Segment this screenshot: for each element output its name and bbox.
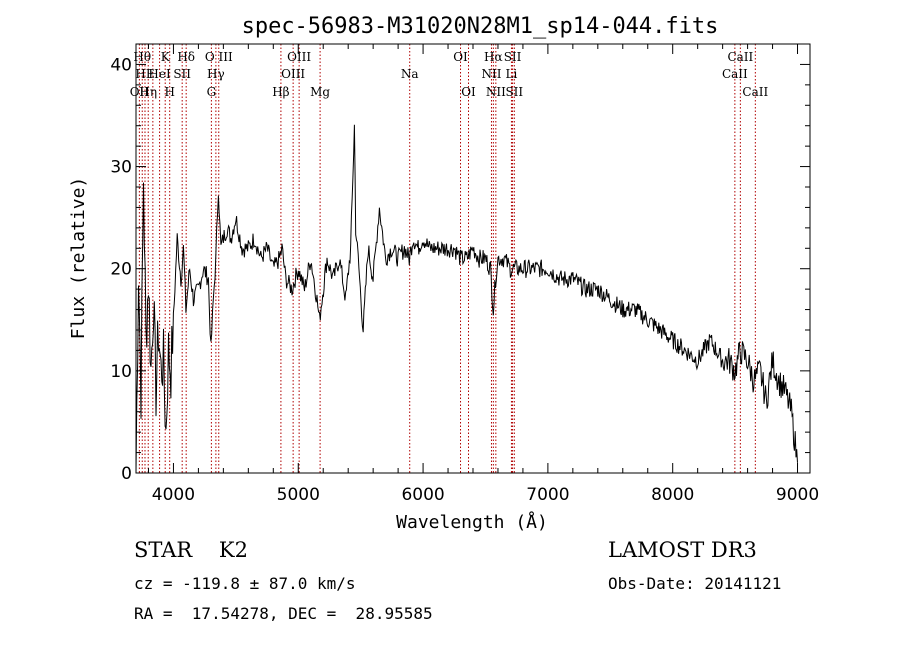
spectral-line-label: Hγ [207, 67, 225, 81]
spectral-line-markers [138, 44, 756, 473]
spectral-line-label: Hδ [177, 50, 195, 64]
x-tick-label: 5000 [277, 485, 320, 505]
x-tick-label: 4000 [152, 485, 195, 505]
spectral-line-label: CaII [727, 50, 753, 64]
spectrum-chart: spec-56983-M31020N28M1_sp14-044.fits OII… [68, 14, 819, 533]
spectral-line-label: OI [461, 85, 476, 99]
coordinates-readout: RA = 17.54278, DEC = 28.95585 [134, 604, 433, 623]
observation-date: Obs-Date: 20141121 [608, 574, 782, 593]
x-axis-ticks: 4000 5000 6000 7000 8000 9000 [147, 44, 819, 505]
y-axis-label: Flux (relative) [68, 177, 89, 340]
spectral-line-label: NII [481, 67, 501, 81]
survey-label: LAMOST DR3 [608, 538, 757, 562]
x-tick-label: 8000 [651, 485, 694, 505]
x-tick-label: 9000 [776, 485, 819, 505]
y-tick-label: 40 [110, 55, 132, 75]
spectral-line-label: Hβ [272, 85, 289, 99]
redshift-readout: cz = -119.8 ± 87.0 km/s [134, 574, 356, 593]
x-axis-label: Wavelength (Å) [396, 511, 548, 533]
spectral-line-label: K [161, 50, 171, 64]
y-axis-ticks: 0 10 20 30 40 [110, 43, 810, 484]
y-tick-label: 0 [121, 464, 132, 484]
spectral-line-label: HE [135, 67, 154, 81]
spectral-line-label: Hα [484, 50, 503, 64]
spectrum-series-line [135, 124, 798, 474]
x-tick-label: 6000 [401, 485, 444, 505]
spectral-line-label: OI [453, 50, 468, 64]
spectral-line-label: SII [173, 67, 191, 81]
spectral-line-label: SII [505, 85, 523, 99]
chart-title: spec-56983-M31020N28M1_sp14-044.fits [242, 14, 719, 39]
plot-frame [135, 43, 811, 474]
spectral-line-label: Li [506, 67, 518, 81]
spectral-line-label: NII [486, 85, 506, 99]
spectral-line-label: SII [504, 50, 522, 64]
spectral-line-label: OIII [287, 50, 311, 64]
spectral-line-label: OII [130, 85, 150, 99]
spectral-line-label: Hη [139, 85, 157, 99]
spectral-line-label: CaII [742, 85, 768, 99]
spectral-line-label: O III [205, 50, 233, 64]
spectral-line-label: Mg [310, 85, 330, 99]
y-tick-label: 10 [110, 362, 132, 382]
spectral-line-label: OIII [281, 67, 305, 81]
spectral-line-label: G [207, 85, 217, 99]
object-class-label: STAR K2 [134, 538, 248, 562]
spectral-line-label: H [164, 85, 174, 99]
spectral-line-label: Hθ [133, 50, 151, 64]
spectral-line-label: Na [401, 67, 419, 81]
x-tick-label: 7000 [526, 485, 569, 505]
y-tick-label: 20 [110, 260, 132, 280]
spectral-line-label: HeI [148, 67, 171, 81]
spectral-line-labels: OII Hθ HE Hη HeI K H SII Hδ G Hγ O III Hβ OIII OIII Mg N… [130, 50, 769, 99]
y-tick-label: 30 [110, 158, 132, 178]
spectral-line-label: CaII [722, 67, 748, 81]
